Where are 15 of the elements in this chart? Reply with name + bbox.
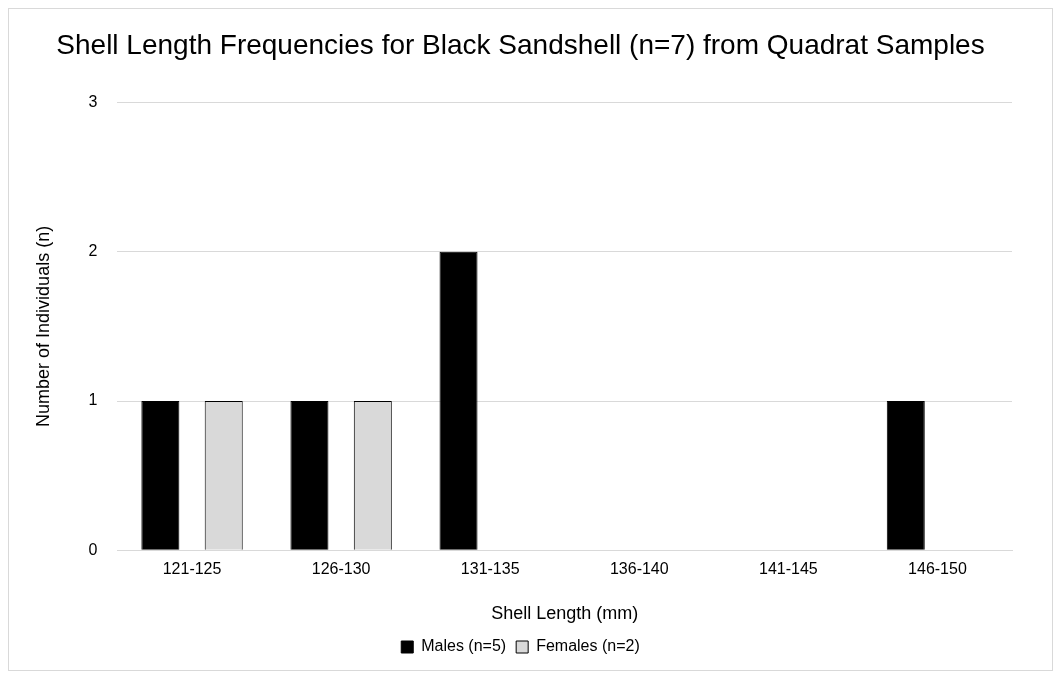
legend-label: Males (n=5) (421, 637, 507, 655)
x-tick-label: 126-130 (311, 560, 371, 578)
y-tick-label: 1 (88, 391, 98, 409)
y-tick-label: 0 (88, 540, 98, 558)
x-tick-label: 131-135 (460, 560, 520, 578)
y-tick-label: 2 (88, 242, 98, 260)
x-tick-label: 146-150 (908, 560, 967, 578)
x-tick-label: 121-125 (162, 560, 222, 578)
chart-title: Shell Length Frequencies for Black Sandshell (n=7) from Quadrat Samples (56, 28, 985, 60)
legend-label: Females (n=2) (536, 637, 640, 655)
y-tick-label: 3 (88, 93, 98, 111)
x-tick-label: 141-145 (759, 560, 818, 578)
x-axis-title: Shell Length (mm) (491, 603, 639, 624)
x-tick-label: 136-140 (609, 560, 669, 578)
y-axis-title: Number of Individuals (n) (32, 225, 53, 427)
